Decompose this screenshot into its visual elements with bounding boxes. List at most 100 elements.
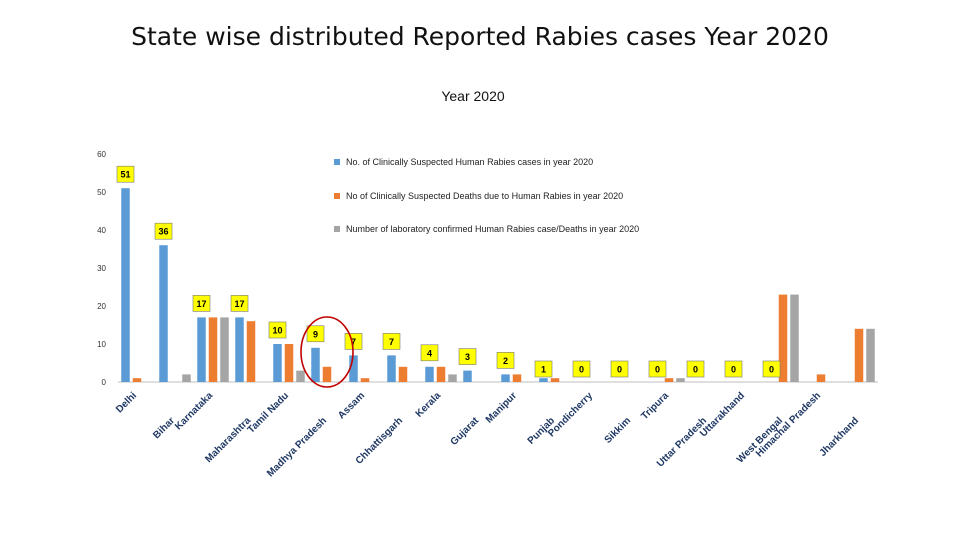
bar-west-bengal-s2 [778,294,788,382]
legend-swatch [334,159,340,165]
bar-kerala-s3 [448,374,457,382]
data-label: 17 [196,299,206,309]
bar-karnataka-s1 [197,317,206,382]
data-label-box [496,352,515,369]
bars [121,188,875,382]
x-tick-karnataka: Karnataka [173,390,215,432]
x-tick-assam: Assam [336,390,367,421]
bar-tripura-s2 [664,378,674,382]
x-tick-pondicherry: Pondicherry [546,390,595,439]
data-label: 0 [579,365,584,375]
data-label-box [306,325,325,343]
x-tick-chhattisgarh: Chhattisgarh [354,415,405,466]
bar-west-bengal-s3 [790,294,799,382]
data-label-box [382,333,401,350]
y-tick-label: 30 [97,264,106,273]
bar-punjab-s2 [550,378,560,382]
y-tick-label: 10 [97,340,106,349]
data-label: 17 [234,299,244,309]
data-label-box [762,360,781,378]
bar-kerala-s1 [425,366,434,382]
x-tick-kerala: Kerala [414,390,444,420]
bar-jharkhand-s2 [854,328,864,382]
data-label: 4 [427,348,432,358]
x-tick-himachal-pradesh: Himachal Pradesh [754,390,823,459]
x-tick-jharkhand: Jharkhand [818,415,862,459]
bar-jharkhand-s3 [866,328,875,382]
bar-gujarat-s1 [463,370,472,382]
data-label-box [192,295,211,312]
data-label: 0 [655,365,660,375]
x-tick-madhya-pradesh: Madhya Pradesh [265,415,329,479]
data-label: 51 [120,170,130,180]
x-tick-sikkim: Sikkim [603,415,634,446]
bar-karnataka-s2 [208,317,218,382]
data-label: 10 [272,326,282,336]
y-tick-label: 60 [97,150,106,159]
data-label-box [230,295,249,312]
x-tick-tripura: Tripura [639,390,671,422]
bar-bihar-s3 [182,374,191,382]
x-tick-tamil-nadu: Tamil Nadu [246,390,291,435]
y-tick-label: 40 [97,226,106,235]
x-tick-uttar-pradesh: Uttar Pradesh [655,415,709,469]
x-tick-delhi: Delhi [114,390,139,415]
bar-tamil-nadu-s3 [296,370,305,382]
annotations [300,316,354,388]
bar-maharashtra-s1 [235,317,244,382]
legend: No. of Clinically Suspected Human Rabies… [334,157,639,234]
chart-title: Year 2020 [441,88,505,104]
data-label: 1 [541,365,546,375]
data-label-box [686,360,705,378]
bar-assam-s1 [349,355,358,382]
bar-tamil-nadu-s1 [273,344,282,382]
x-tick-gujarat: Gujarat [449,415,482,448]
bar-delhi-s2 [132,378,142,382]
y-tick-label: 50 [97,188,106,197]
data-label-box [116,165,135,183]
data-label-box [648,360,667,378]
bar-punjab-s1 [539,378,548,382]
bar-karnataka-s3 [220,317,229,382]
legend-swatch [334,193,340,199]
data-label-box [534,360,553,378]
data-label: 0 [693,365,698,375]
data-label: 0 [731,365,736,375]
bar-madhya-pradesh-s1 [311,347,320,382]
data-label: 36 [158,227,168,237]
data-label: 7 [351,337,356,347]
slide-title: State wise distributed Reported Rabies c… [131,22,829,51]
data-label: 9 [313,329,318,339]
bar-delhi-s1 [121,188,130,382]
x-tick-uttarakhand: Uttarakhand [698,390,747,439]
bar-tamil-nadu-s2 [284,344,294,382]
data-label: 7 [389,337,394,347]
data-label-box [458,348,477,365]
bar-kerala-s2 [436,366,446,382]
x-tick-bihar: Bihar [151,415,177,441]
data-label-box [572,360,591,378]
bar-chhattisgarh-s2 [398,366,408,382]
data-label: 0 [769,365,774,375]
highlight-ellipse [300,316,354,388]
bar-maharashtra-s2 [246,321,256,382]
legend-entry: No of Clinically Suspected Deaths due to… [346,191,623,201]
x-tick-manipur: Manipur [484,390,519,425]
bar-tripura-s3 [676,378,685,382]
legend-entry: No. of Clinically Suspected Human Rabies… [346,157,593,167]
bar-manipur-s1 [501,374,510,382]
legend-swatch [334,226,340,232]
y-tick-label: 0 [102,378,107,387]
data-label-box [610,360,629,378]
data-label: 0 [617,365,622,375]
legend-entry: Number of laboratory confirmed Human Rab… [346,224,639,234]
bar-assam-s2 [360,378,370,382]
data-label-box [268,321,287,339]
bar-madhya-pradesh-s2 [322,366,332,382]
data-label-box [154,222,173,240]
bar-chhattisgarh-s1 [387,355,396,382]
data-label-box [420,344,439,362]
